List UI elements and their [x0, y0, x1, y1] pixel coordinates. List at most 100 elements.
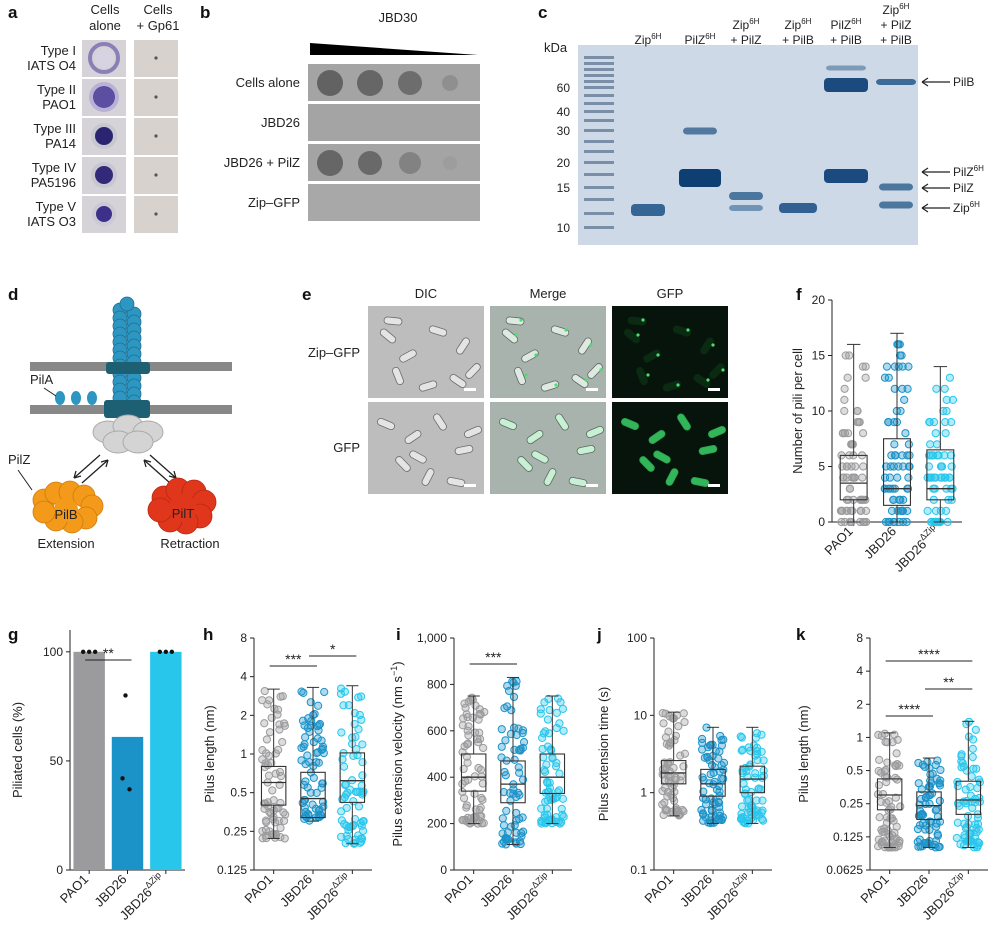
data-point	[358, 740, 367, 749]
b-plaque-spot	[442, 75, 458, 91]
data-point	[497, 753, 506, 762]
data-point	[660, 798, 669, 807]
e-bacterium	[501, 328, 519, 344]
a-colony-center	[93, 86, 115, 108]
e-bacterium	[623, 328, 641, 344]
data-point	[548, 753, 557, 762]
y-tick-label: 0.1	[630, 863, 647, 877]
e-bacterium	[639, 456, 655, 472]
c-ladder-band	[584, 62, 614, 65]
data-point	[698, 809, 708, 818]
data-point	[464, 697, 473, 706]
y-tick-label: 8	[856, 631, 863, 645]
data-point	[968, 752, 977, 762]
data-point	[900, 395, 909, 404]
data-point	[676, 751, 685, 760]
data-point	[80, 649, 86, 655]
data-point	[756, 785, 765, 794]
b-header: JBD30	[378, 10, 417, 25]
data-point	[704, 743, 713, 752]
data-point	[843, 373, 852, 382]
data-point	[961, 823, 970, 833]
c-protein-band	[824, 78, 868, 92]
data-point	[680, 749, 690, 758]
data-point	[507, 822, 516, 831]
x-tick-label: JBD26	[277, 872, 315, 910]
e-bacterium	[514, 366, 526, 386]
x-tick-label: JBD26	[677, 872, 715, 910]
data-point	[917, 794, 926, 804]
y-tick-label: 0.25	[224, 824, 248, 838]
gel-background	[578, 45, 918, 245]
panel-e: e DIC Merge GFP Zip–GFP GFP	[302, 285, 728, 494]
data-point	[839, 429, 848, 438]
data-point	[474, 715, 483, 724]
e-bacterium	[454, 445, 474, 455]
box	[460, 753, 487, 792]
e-col-header: GFP	[657, 286, 684, 301]
data-point	[961, 785, 970, 794]
c-lane-label: Zip6H + PilZ	[730, 17, 761, 47]
pila-subunit	[55, 391, 65, 405]
x-tick-label: JBD26	[861, 524, 899, 562]
data-point	[933, 756, 942, 765]
data-point	[312, 758, 321, 767]
data-point	[463, 758, 472, 767]
data-point	[559, 812, 568, 821]
data-point	[935, 779, 944, 788]
e-bacterium	[464, 425, 482, 439]
y-tick-label: 0.125	[217, 863, 247, 877]
c-ladder-band	[584, 74, 614, 77]
data-point	[458, 779, 467, 788]
x-tick-label: PAO1	[821, 524, 855, 558]
data-point	[875, 755, 884, 764]
data-point	[929, 473, 939, 482]
data-point	[941, 418, 950, 427]
pilt-label: PilT	[172, 506, 194, 521]
y-axis-label: Pilus length (nm)	[202, 705, 217, 803]
data-point	[921, 799, 930, 809]
panel-letter-k: k	[796, 625, 806, 644]
data-point	[661, 733, 671, 742]
data-point	[858, 429, 868, 438]
data-point	[661, 776, 670, 785]
data-point	[460, 742, 469, 751]
data-point	[555, 719, 564, 728]
data-point	[926, 776, 935, 785]
data-point	[663, 759, 672, 768]
c-lane-label: Zip6H + PilZ + PilB	[880, 2, 912, 47]
y-tick-label: 0.5	[846, 764, 863, 778]
data-point	[270, 704, 279, 713]
data-point	[861, 373, 870, 382]
c-lane-label: Zip6H + PilB	[782, 17, 814, 47]
e-gfp-focus	[519, 318, 523, 322]
data-point	[837, 517, 846, 527]
e-bacterium	[550, 325, 570, 337]
e-bacterium	[383, 316, 403, 326]
y-tick-label: 600	[427, 724, 447, 738]
data-point	[936, 765, 945, 775]
data-point	[895, 761, 904, 770]
b-row-label: JBD26	[261, 115, 300, 130]
pila-subunit	[71, 391, 81, 405]
c-band-arrowhead	[921, 77, 929, 87]
motor-ring	[92, 414, 164, 454]
a-gp61-dot	[154, 134, 158, 138]
data-point	[300, 740, 309, 749]
data-point	[309, 737, 318, 747]
data-point	[886, 462, 895, 471]
data-point	[968, 744, 977, 753]
data-point	[743, 808, 753, 817]
data-point	[884, 806, 893, 815]
data-point	[957, 757, 966, 766]
c-protein-band	[826, 65, 866, 71]
data-point	[887, 451, 896, 460]
data-point	[337, 728, 346, 737]
y-axis-label: Pilus extension time (s)	[596, 687, 611, 821]
data-point	[306, 788, 315, 797]
data-point	[558, 794, 568, 803]
double-arrow-left	[73, 454, 109, 484]
y-axis-label: Number of pili per cell	[790, 348, 805, 474]
data-point	[738, 766, 747, 775]
